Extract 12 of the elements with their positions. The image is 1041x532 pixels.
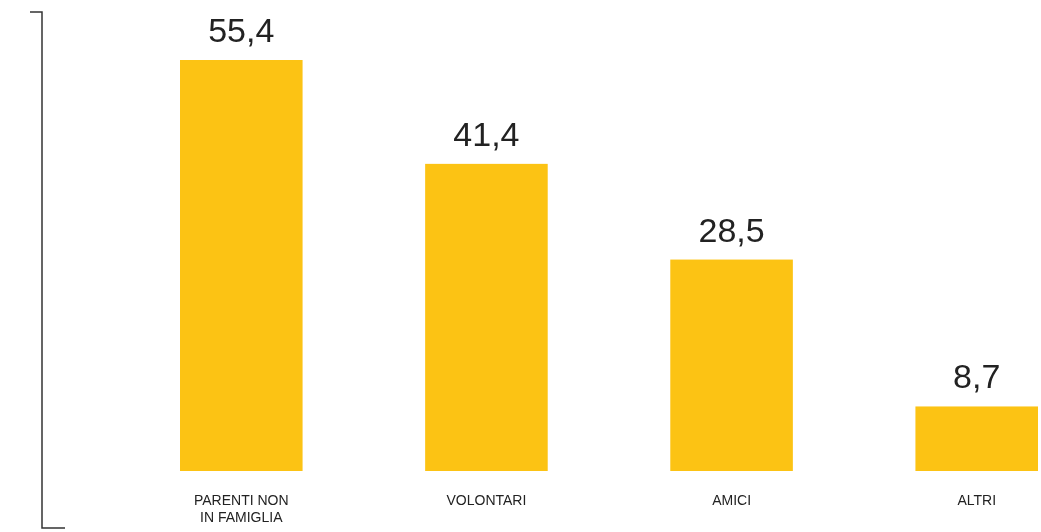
x-tick-label: VOLONTARI — [446, 492, 527, 508]
data-label: 8,7 — [953, 357, 1001, 396]
x-tick-label: ALTRI — [957, 492, 997, 508]
x-tick-label: AMICI — [712, 492, 752, 508]
data-label: 55,4 — [208, 11, 275, 49]
bar — [425, 163, 548, 471]
data-label: 28,5 — [698, 210, 765, 249]
x-tick-label: PARENTI NON IN FAMIGLIA — [193, 492, 289, 525]
bar — [670, 259, 793, 471]
data-label: 41,4 — [453, 114, 520, 153]
bar — [915, 406, 1038, 471]
bar — [180, 60, 303, 471]
